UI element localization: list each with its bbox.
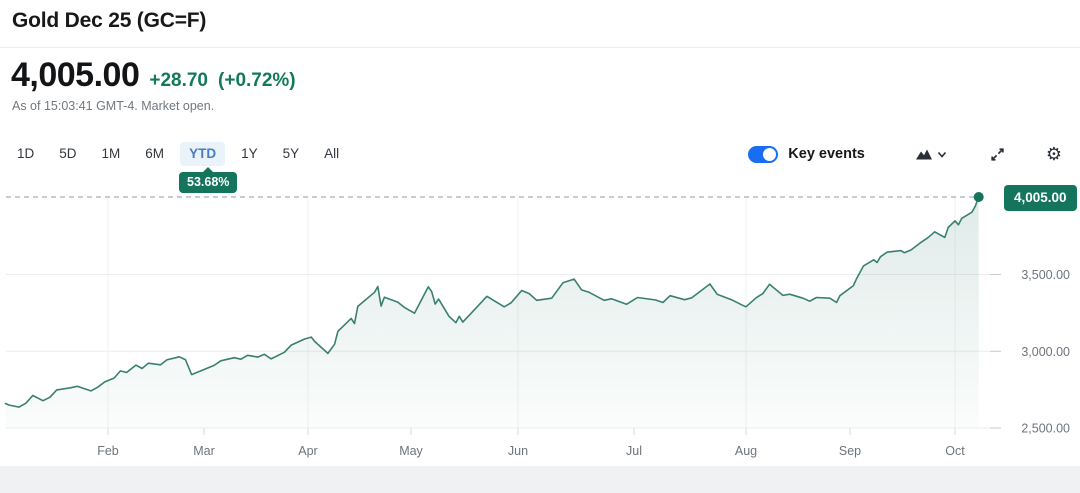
range-tab-all[interactable]: All [315, 142, 348, 166]
range-selector: 1D 5D 1M 6M YTD 1Y 5Y All [8, 142, 355, 166]
chevron-down-icon [937, 151, 946, 158]
current-price-dot [973, 192, 984, 202]
key-events-toggle[interactable] [748, 145, 779, 163]
ytd-return-badge: 53.68% [179, 167, 238, 193]
x-axis-labels: Feb Mar Apr May Jun Jul Aug Sep Oct [97, 444, 965, 458]
current-price: 4,005.00 [11, 56, 140, 94]
x-axis-label: Mar [193, 444, 215, 458]
page-title: Gold Dec 25 (GC=F) [12, 9, 207, 32]
current-price-tag: 4,005.00 [1004, 185, 1077, 211]
range-tab-5d[interactable]: 5D [50, 142, 85, 166]
chart-tools: Key events ⚙ [748, 143, 1064, 165]
area-fill [5, 197, 979, 428]
quote-summary: 4,005.00 +28.70 (+0.72%) [11, 56, 296, 95]
chart-type-button[interactable] [913, 144, 949, 164]
gear-icon: ⚙ [1045, 144, 1062, 164]
x-axis-label: Feb [97, 444, 119, 458]
x-axis-label: Sep [839, 444, 861, 458]
area-chart-icon [915, 149, 932, 160]
range-tab-5y[interactable]: 5Y [274, 142, 309, 166]
range-tab-1y[interactable]: 1Y [232, 142, 267, 166]
range-tab-1d[interactable]: 1D [8, 142, 43, 166]
price-change-percent: (+0.72%) [218, 70, 296, 91]
x-axis-label: May [399, 444, 423, 458]
header-divider [0, 47, 1080, 48]
range-tab-6m[interactable]: 6M [136, 142, 173, 166]
price-chart-canvas[interactable]: Feb Mar Apr May Jun Jul Aug Sep Oct 3,500.00 3,00… [0, 175, 1080, 465]
range-tab-1m[interactable]: 1M [93, 142, 130, 166]
fullscreen-button[interactable] [987, 144, 1008, 165]
price-line [4, 196, 980, 408]
x-axis-label: Aug [735, 444, 757, 458]
y-axis-label: 3,500.00 [1021, 268, 1070, 282]
x-axis-label: Jul [626, 444, 642, 458]
as-of-timestamp: As of 15:03:41 GMT-4. Market open. [12, 99, 215, 113]
page-bottom-band [0, 466, 1080, 493]
toggle-knob [763, 147, 777, 161]
y-axis-labels: 3,500.00 3,000.00 2,500.00 [1021, 268, 1070, 435]
chart-controls: 1D 5D 1M 6M YTD 1Y 5Y All Key events ⚙ [8, 138, 1064, 170]
price-chart: Feb Mar Apr May Jun Jul Aug Sep Oct 3,500.00 3,00… [0, 175, 1080, 465]
x-axis-label: Jun [508, 444, 528, 458]
x-axis-label: Oct [945, 444, 965, 458]
key-events-label: Key events [788, 146, 865, 162]
x-axis-label: Apr [298, 444, 317, 458]
price-change: +28.70 [149, 70, 209, 91]
y-axis-label: 2,500.00 [1021, 422, 1070, 436]
y-axis-label: 3,000.00 [1021, 345, 1070, 359]
settings-button[interactable]: ⚙ [1044, 143, 1064, 165]
expand-icon [991, 147, 1004, 161]
range-tab-ytd[interactable]: YTD [180, 142, 226, 166]
